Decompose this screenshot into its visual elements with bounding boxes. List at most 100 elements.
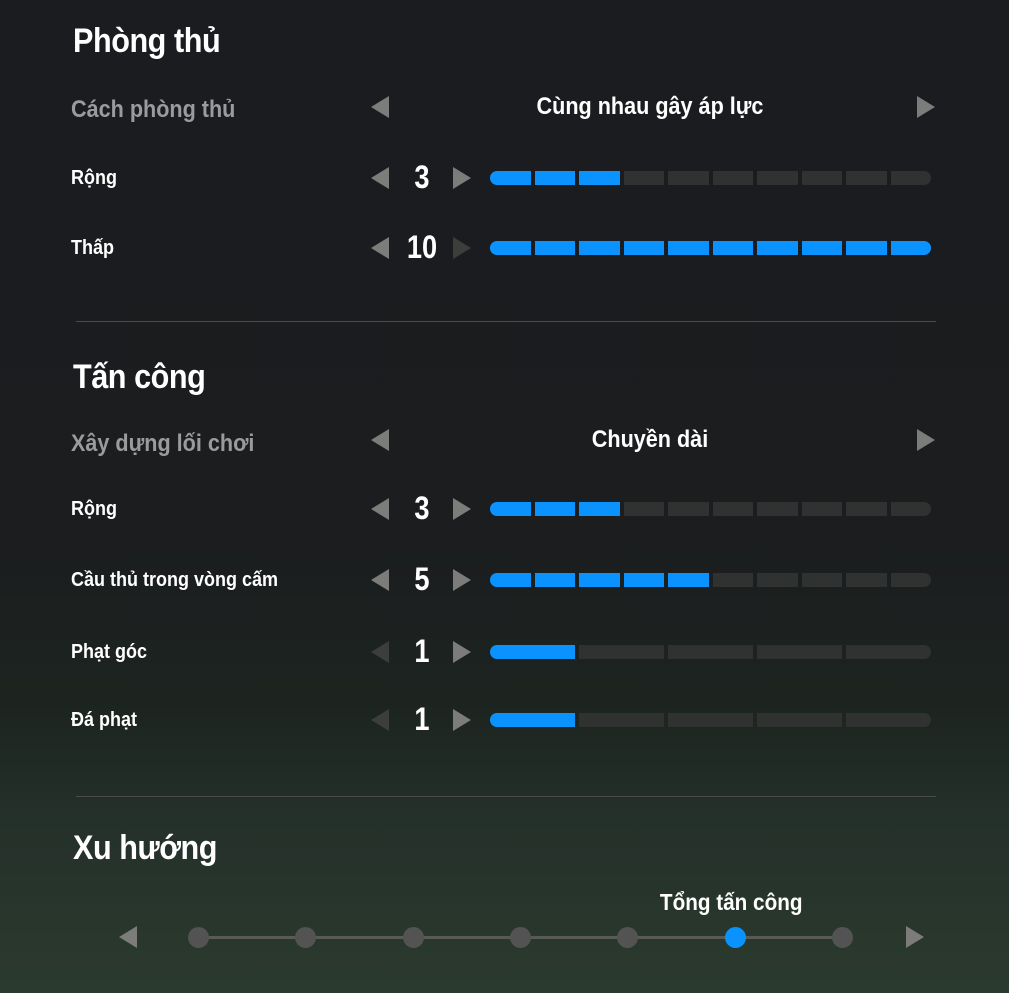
bar-segment	[579, 502, 620, 516]
increase-icon[interactable]	[453, 498, 471, 520]
decrease-icon[interactable]	[371, 167, 389, 189]
bar-segment	[757, 713, 842, 727]
attack-slider-label: Đá phạt	[71, 709, 138, 731]
bar-segment	[757, 171, 798, 185]
slider-value: 10	[406, 229, 438, 265]
defense-style-label: Cách phòng thủ	[71, 96, 236, 123]
bar-segment	[712, 241, 753, 255]
defense-slider-bar[interactable]	[490, 241, 931, 255]
attack-style-label: Xây dựng lối chơi	[71, 430, 255, 457]
bar-segment	[623, 241, 664, 255]
bar-segment	[846, 171, 887, 185]
tendency-prev-icon[interactable]	[119, 926, 137, 948]
bar-segment	[668, 171, 709, 185]
bar-segment	[846, 573, 887, 587]
bar-segment	[890, 573, 931, 587]
defense-slider-label: Thấp	[71, 237, 115, 259]
tendency-step-dot[interactable]	[831, 927, 853, 948]
tendency-step-dot[interactable]	[188, 927, 209, 948]
bar-segment	[534, 241, 575, 255]
bar-segment	[534, 502, 575, 516]
bar-segment	[668, 713, 753, 727]
decrease-icon[interactable]	[371, 498, 389, 520]
bar-segment	[490, 573, 531, 587]
bar-segment	[623, 573, 664, 587]
bar-segment	[846, 502, 887, 516]
attack-slider-bar[interactable]	[490, 502, 931, 516]
bar-segment	[712, 171, 753, 185]
bar-segment	[668, 241, 709, 255]
bar-segment	[712, 573, 753, 587]
tendency-selected-label: Tổng tấn công	[659, 889, 803, 915]
bar-segment	[668, 573, 709, 587]
defense-style-next-icon[interactable]	[917, 96, 935, 118]
attack-style-prev-icon[interactable]	[371, 429, 389, 451]
decrease-icon[interactable]	[371, 237, 389, 259]
tendency-step-dot[interactable]	[509, 927, 531, 948]
bar-segment	[623, 502, 664, 516]
divider	[76, 796, 936, 797]
defense-style-value: Cùng nhau gây áp lực	[536, 93, 764, 120]
defense-slider-bar[interactable]	[490, 171, 931, 185]
bar-segment	[801, 573, 842, 587]
increase-icon[interactable]	[453, 237, 471, 259]
bar-segment	[846, 645, 931, 659]
bar-segment	[668, 645, 753, 659]
bar-segment	[801, 241, 842, 255]
bar-segment	[623, 171, 664, 185]
bar-segment	[757, 645, 842, 659]
bar-segment	[490, 502, 531, 516]
bar-segment	[668, 502, 709, 516]
defense-style-prev-icon[interactable]	[371, 96, 389, 118]
bar-segment	[579, 573, 620, 587]
bar-segment	[579, 241, 620, 255]
bar-segment	[890, 241, 931, 255]
attack-slider-bar[interactable]	[490, 645, 931, 659]
bar-segment	[579, 645, 664, 659]
bar-segment	[846, 713, 931, 727]
slider-value: 1	[414, 633, 430, 669]
attack-heading: Tấn công	[73, 358, 206, 396]
bar-segment	[490, 241, 531, 255]
bar-segment	[757, 573, 798, 587]
attack-style-value: Chuyền dài	[591, 426, 709, 453]
increase-icon[interactable]	[453, 709, 471, 731]
attack-slider-label: Rộng	[71, 498, 117, 520]
bar-segment	[490, 645, 575, 659]
bar-segment	[534, 573, 575, 587]
tendency-step-dot[interactable]	[295, 927, 317, 948]
defense-heading: Phòng thủ	[73, 22, 221, 60]
tendency-step-dot[interactable]	[724, 927, 746, 948]
tendency-step-dot[interactable]	[402, 927, 424, 948]
attack-style-next-icon[interactable]	[917, 429, 935, 451]
increase-icon[interactable]	[453, 569, 471, 591]
tendency-heading: Xu hướng	[73, 829, 217, 867]
bar-segment	[579, 713, 664, 727]
bar-segment	[757, 502, 798, 516]
attack-slider-bar[interactable]	[490, 573, 931, 587]
bar-segment	[801, 502, 842, 516]
attack-slider-label: Cầu thủ trong vòng cấm	[71, 569, 278, 591]
attack-slider-bar[interactable]	[490, 713, 931, 727]
slider-value: 5	[414, 561, 430, 597]
attack-slider-label: Phạt góc	[71, 641, 148, 663]
bar-segment	[801, 171, 842, 185]
bar-segment	[890, 502, 931, 516]
divider	[76, 321, 936, 322]
bar-segment	[534, 171, 575, 185]
decrease-icon[interactable]	[371, 569, 389, 591]
slider-value: 3	[414, 490, 430, 526]
bar-segment	[890, 171, 931, 185]
tendency-step-dot[interactable]	[617, 927, 639, 948]
decrease-icon[interactable]	[371, 709, 389, 731]
bar-segment	[846, 241, 887, 255]
decrease-icon[interactable]	[371, 641, 389, 663]
defense-slider-label: Rộng	[71, 167, 117, 189]
increase-icon[interactable]	[453, 167, 471, 189]
bar-segment	[490, 713, 575, 727]
tendency-next-icon[interactable]	[906, 926, 924, 948]
increase-icon[interactable]	[453, 641, 471, 663]
bar-segment	[579, 171, 620, 185]
slider-value: 3	[414, 159, 430, 195]
bar-segment	[490, 171, 531, 185]
